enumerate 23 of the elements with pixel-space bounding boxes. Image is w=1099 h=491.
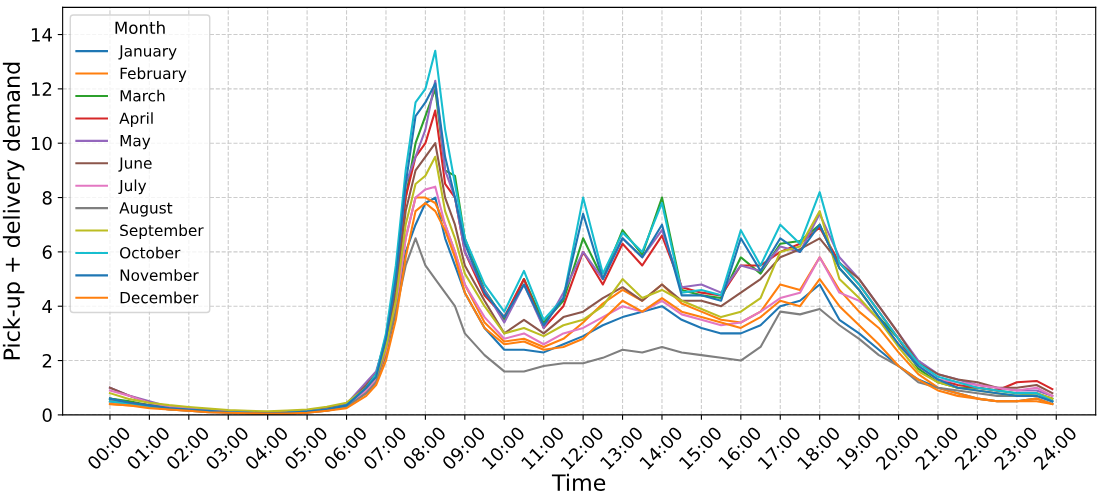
legend-label: July: [118, 179, 147, 195]
legend-label: November: [120, 269, 199, 281]
legend-label: April: [119, 112, 153, 127]
y-tick-label: 10: [31, 136, 52, 151]
legend-label: October: [120, 246, 181, 259]
y-tick-label: 12: [31, 82, 52, 96]
legend-label: June: [118, 157, 152, 172]
legend-label: August: [119, 202, 173, 217]
y-tick-label: 4: [42, 299, 52, 314]
x-axis-title: Time: [551, 473, 606, 491]
legend-label: February: [120, 67, 187, 83]
legend-label: December: [120, 291, 199, 304]
legend-label: January: [118, 45, 177, 60]
y-tick-label: 14: [31, 28, 52, 42]
legend-label: March: [120, 89, 165, 102]
legend-title: Month: [115, 21, 165, 35]
y-tick-label: 8: [42, 191, 52, 205]
legend-label: May: [120, 135, 151, 150]
y-axis-title: Pick-up + delivery demand: [2, 62, 25, 360]
legend-label: September: [120, 224, 204, 240]
y-tick-label: 6: [42, 245, 52, 259]
y-tick-label: 0: [42, 408, 52, 423]
y-tick-label: 2: [42, 354, 52, 368]
